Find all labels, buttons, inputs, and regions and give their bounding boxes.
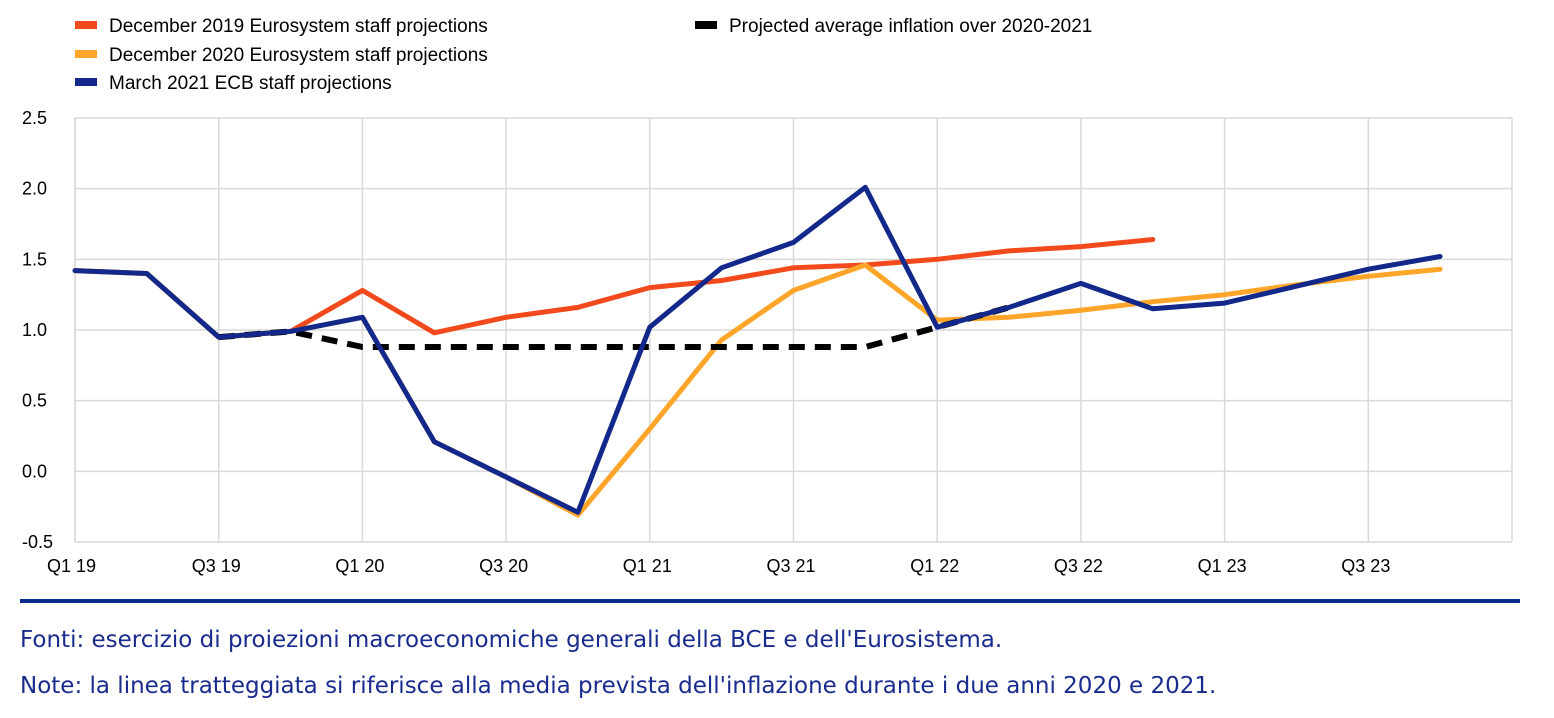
legend: December 2019 Eurosystem staff projectio… xyxy=(75,16,1092,94)
x-tick-label: Q3 21 xyxy=(767,556,816,576)
y-tick-label: 0.5 xyxy=(22,391,47,411)
x-tick-label: Q3 22 xyxy=(1054,556,1103,576)
legend-label-4: Projected average inflation over 2020-20… xyxy=(729,16,1092,37)
legend-swatch-1 xyxy=(75,21,97,29)
y-tick-label: 2.5 xyxy=(22,108,47,128)
series-lines xyxy=(72,184,1443,518)
x-tick-label: Q1 20 xyxy=(335,556,384,576)
x-tick-label: Q3 19 xyxy=(192,556,241,576)
legend-swatch-3 xyxy=(75,78,97,86)
legend-swatch-4 xyxy=(695,21,717,29)
x-axis-ticks: Q1 19 Q3 19 Q1 20 Q3 20 Q1 21 Q3 21 Q1 22 Q3 22… xyxy=(47,556,1390,576)
x-tick-label: Q3 20 xyxy=(479,556,528,576)
x-tick-label: Q3 23 xyxy=(1341,556,1390,576)
notes-note: Note: la linea tratteggiata si riferisce… xyxy=(20,673,1217,699)
sources-note: Fonti: esercizio di proiezioni macroecon… xyxy=(20,627,1003,653)
y-tick-label: 1.5 xyxy=(22,249,47,269)
y-tick-label: 2.0 xyxy=(22,179,47,199)
footer-divider xyxy=(20,599,1520,603)
series-line-4 xyxy=(218,304,1010,350)
legend-label-3: March 2021 ECB staff projections xyxy=(109,73,392,94)
x-tick-label: Q1 22 xyxy=(910,556,959,576)
chart: December 2019 Eurosystem staff projectio… xyxy=(22,16,1513,576)
y-tick-label: 0.0 xyxy=(22,461,47,481)
legend-label-1: December 2019 Eurosystem staff projectio… xyxy=(109,16,488,37)
legend-swatch-2 xyxy=(75,50,97,58)
y-tick-label: -0.5 xyxy=(22,532,53,552)
series-line-1 xyxy=(72,237,1156,340)
x-tick-label: Q1 23 xyxy=(1198,556,1247,576)
series-line-3 xyxy=(72,184,1443,515)
x-tick-label: Q1 21 xyxy=(623,556,672,576)
y-axis-ticks: -0.5 0.0 0.5 1.0 1.5 2.0 2.5 xyxy=(22,108,53,552)
grid xyxy=(74,117,1513,543)
legend-label-2: December 2020 Eurosystem staff projectio… xyxy=(109,45,488,66)
x-tick-label: Q1 19 xyxy=(47,556,96,576)
y-tick-label: 1.0 xyxy=(22,320,47,340)
